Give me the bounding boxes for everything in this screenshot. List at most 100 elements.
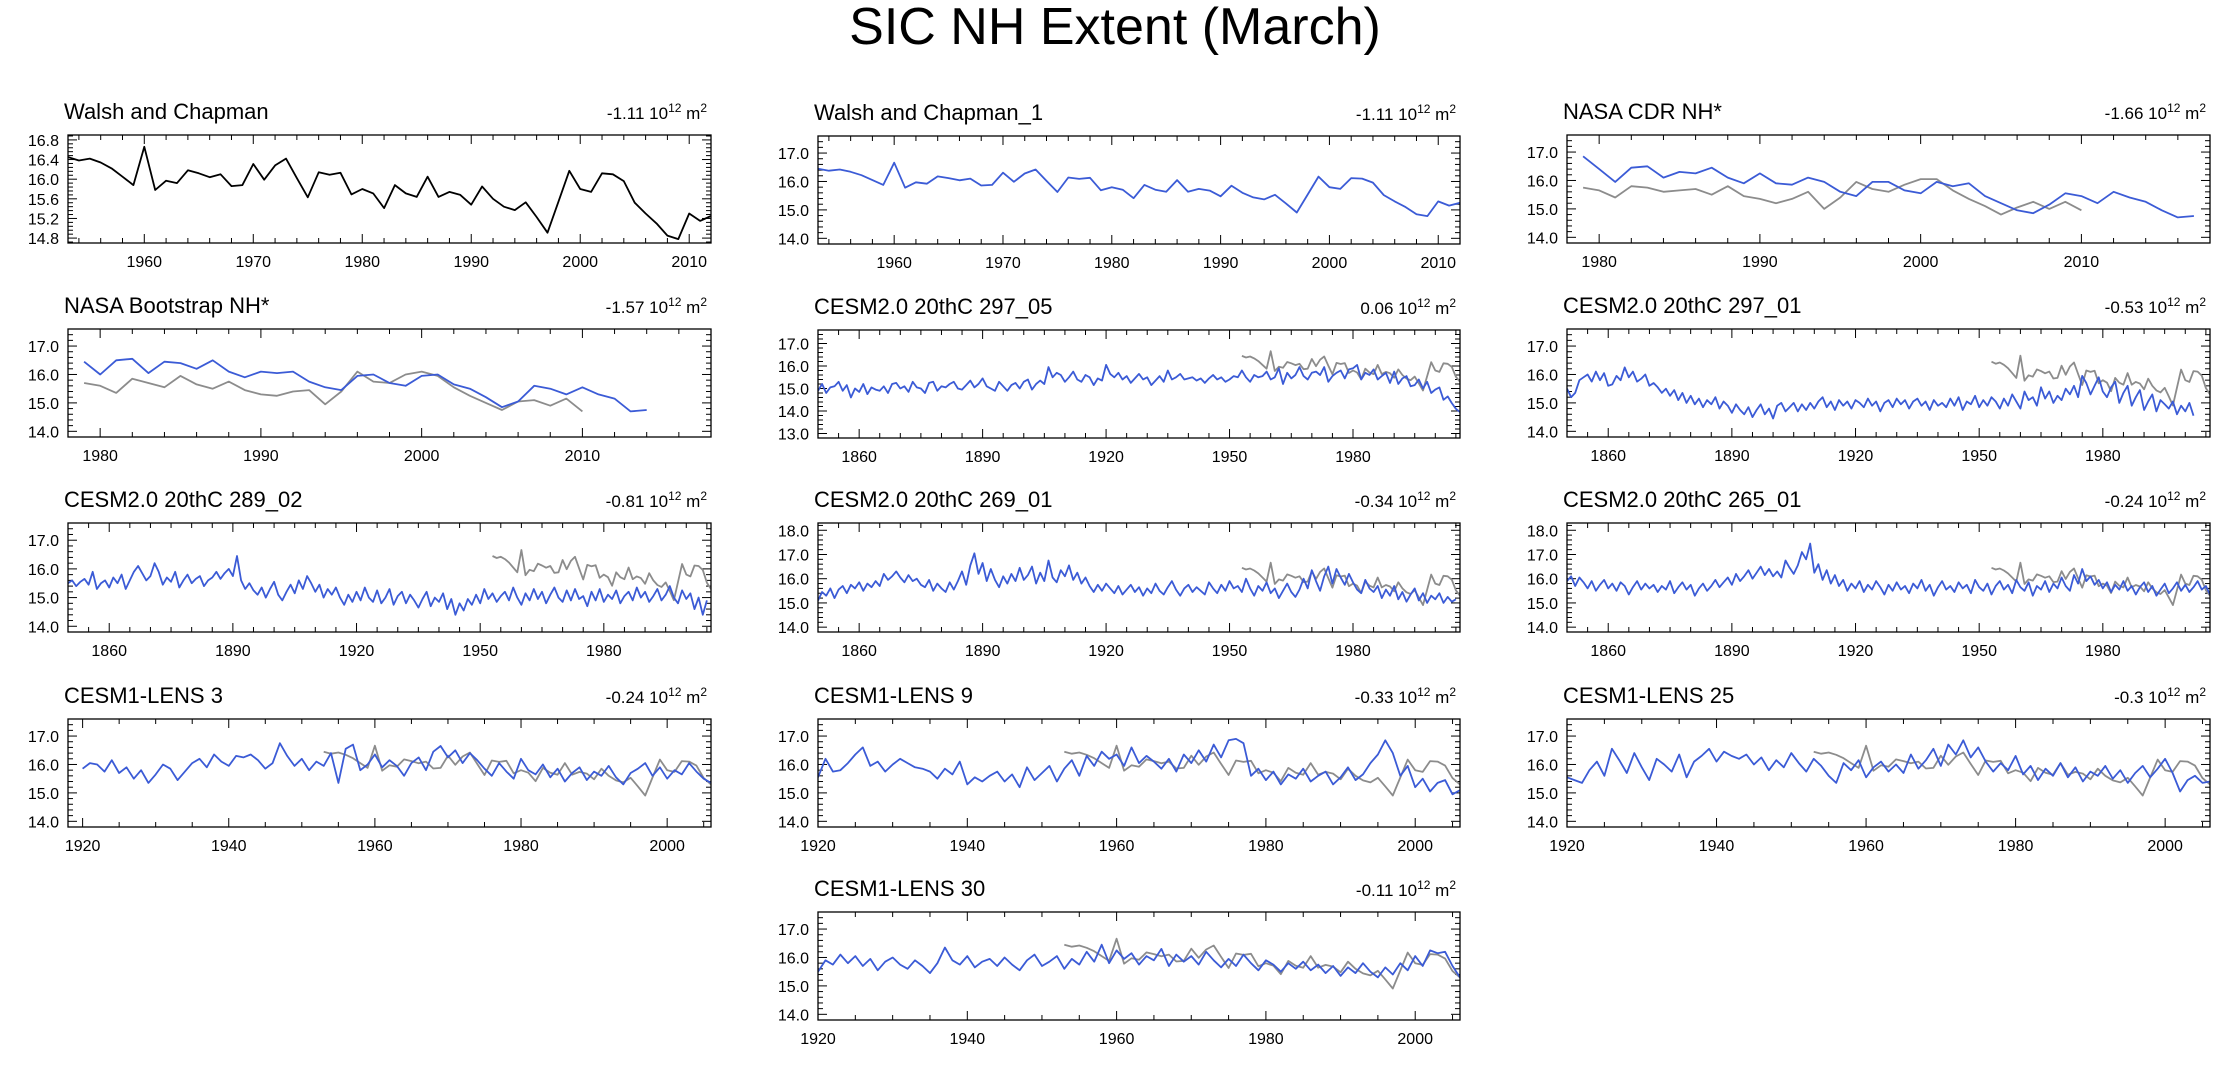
trend-exponent: 2 — [700, 295, 707, 309]
model-series-line — [82, 742, 711, 786]
x-tick-label: 1990 — [453, 254, 489, 271]
y-tick-label: 17.0 — [28, 729, 59, 746]
panel-title: CESM2.0 20thC 297_01 — [1563, 293, 1802, 318]
y-tick-label: 17.0 — [28, 339, 59, 356]
reference-series-line — [323, 744, 711, 797]
plot-frame — [817, 135, 1461, 245]
plot-frame — [67, 718, 712, 828]
trend-unit: m — [681, 298, 700, 317]
y-tick-label: 16.0 — [778, 359, 809, 376]
reference-series-line — [1991, 354, 2210, 407]
x-tick-label: 1920 — [1088, 449, 1124, 466]
y-tick-label: 17.0 — [778, 146, 809, 163]
y-tick-label: 16.0 — [28, 172, 59, 189]
plot-frame — [1566, 522, 2211, 633]
x-tick-label: 2010 — [671, 254, 707, 271]
x-tick-label: 1920 — [800, 1031, 836, 1048]
plot-frame — [1566, 134, 2211, 244]
x-tick-label: 1960 — [126, 254, 162, 271]
model-series-line — [1567, 542, 2210, 597]
x-tick-label: 1920 — [1549, 838, 1585, 855]
y-tick-label: 17.0 — [28, 533, 59, 550]
x-tick-label: 1980 — [2085, 643, 2121, 660]
x-tick-label: 2000 — [1312, 255, 1348, 272]
trend-exponent: 12 — [1417, 685, 1431, 699]
x-tick-label: 1920 — [339, 643, 375, 660]
panel-title: CESM2.0 20thC 289_02 — [64, 487, 303, 512]
panel: NASA Bootstrap NH* -1.57 1012 m2 17.0 16.0 1… — [28, 293, 712, 465]
panel-title: NASA CDR NH* — [1563, 99, 1722, 124]
trend-exponent: 12 — [668, 685, 682, 699]
y-tick-label: 14.0 — [1527, 620, 1558, 637]
trend-unit: m — [681, 492, 700, 511]
x-tick-label: 1980 — [1581, 254, 1617, 271]
y-tick-label: 18.0 — [1527, 523, 1558, 540]
plot-frame — [67, 134, 712, 244]
y-tick-label: 14.0 — [778, 814, 809, 831]
trend-value: -1.11 — [1356, 105, 1394, 124]
trend-exponent: 2 — [1449, 102, 1456, 116]
model-series-line — [1567, 739, 2210, 793]
x-tick-label: 2000 — [2147, 838, 2183, 855]
reference-series-line — [1064, 744, 1460, 797]
panel: CESM1-LENS 3 -0.24 1012 m2 17.0 16.0 15.0 14.… — [28, 683, 712, 855]
panel: Walsh and Chapman_1 -1.11 1012 m2 17.0 16.0… — [778, 100, 1461, 272]
y-tick-label: 17.0 — [778, 337, 809, 354]
trend-value: -0.11 — [1356, 881, 1394, 900]
x-tick-label: 1890 — [1714, 643, 1750, 660]
trend-label: -0.3 1012 m2 — [2114, 685, 2206, 707]
trend-exponent: 12 — [2167, 101, 2181, 115]
panel: NASA CDR NH* -1.66 1012 m2 17.0 16.0 15.0 14.… — [1527, 99, 2211, 271]
y-tick-label: 16.0 — [778, 950, 809, 967]
reference-series-line — [1582, 178, 2082, 216]
model-series-line — [818, 738, 1460, 796]
plot-frame — [817, 329, 1461, 439]
x-tick-label: 1890 — [215, 643, 251, 660]
panel-title: CESM1-LENS 30 — [814, 876, 985, 901]
y-tick-label: 15.0 — [1527, 202, 1558, 219]
y-tick-label: 16.4 — [28, 153, 59, 170]
trend-label: -0.11 1012 m2 — [1356, 878, 1456, 900]
trend-label: -0.33 1012 m2 — [1355, 685, 1457, 707]
trend-unit: m — [2180, 492, 2199, 511]
trend-unit: 10 — [644, 492, 668, 511]
x-tick-label: 1940 — [1699, 838, 1735, 855]
trend-unit: 10 — [644, 298, 668, 317]
x-tick-label: 1860 — [841, 643, 877, 660]
trend-exponent: 12 — [668, 101, 682, 115]
x-tick-label: 1980 — [1248, 1031, 1284, 1048]
panel: Walsh and Chapman -1.11 1012 m2 16.8 16.4 16… — [28, 99, 712, 271]
x-tick-label: 1890 — [965, 643, 1001, 660]
x-tick-label: 1980 — [1094, 255, 1130, 272]
reference-series-line — [1241, 561, 1460, 606]
panel: CESM2.0 20thC 289_02 -0.81 1012 m2 17.0 16.… — [28, 487, 712, 660]
trend-unit: m — [2180, 104, 2199, 123]
trend-label: 0.06 1012 m2 — [1360, 296, 1456, 318]
y-tick-label: 13.0 — [778, 427, 809, 444]
plot-frame — [817, 911, 1461, 1021]
x-tick-label: 1960 — [876, 255, 912, 272]
x-tick-label: 1970 — [985, 255, 1021, 272]
x-tick-label: 1980 — [82, 448, 118, 465]
y-tick-label: 14.0 — [28, 424, 59, 441]
trend-value: -0.33 — [1355, 688, 1394, 707]
x-tick-label: 1980 — [503, 838, 539, 855]
y-tick-label: 16.0 — [1527, 173, 1558, 190]
trend-unit: m — [1430, 299, 1449, 318]
x-tick-label: 2000 — [1397, 838, 1433, 855]
trend-exponent: 12 — [1417, 489, 1431, 503]
x-tick-label: 1990 — [1742, 254, 1778, 271]
panel-title: CESM1-LENS 3 — [64, 683, 223, 708]
x-tick-label: 1940 — [950, 1031, 986, 1048]
y-tick-label: 15.0 — [28, 786, 59, 803]
y-tick-label: 14.0 — [778, 1007, 809, 1024]
obs-series-line — [68, 145, 711, 241]
panel: CESM2.0 20thC 297_05 0.06 1012 m2 17.0 16.0… — [778, 294, 1461, 466]
panel: CESM1-LENS 25 -0.3 1012 m2 17.0 16.0 15.0 14.… — [1527, 683, 2211, 855]
y-tick-label: 17.0 — [1527, 339, 1558, 356]
x-tick-label: 2000 — [404, 448, 440, 465]
y-tick-label: 14.0 — [1527, 230, 1558, 247]
trend-value: 0.06 — [1360, 299, 1393, 318]
plot-frame — [1566, 328, 2211, 438]
trend-value: -0.24 — [2105, 492, 2144, 511]
